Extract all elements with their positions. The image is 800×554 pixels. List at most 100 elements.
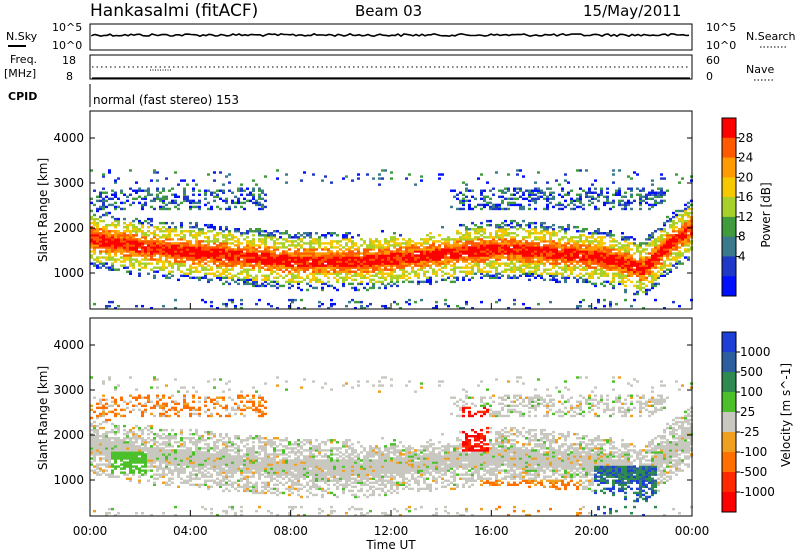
power-cell	[462, 223, 465, 227]
power-cell	[171, 246, 174, 249]
power-cell	[630, 256, 633, 259]
power-cell	[393, 274, 396, 277]
power-cell	[657, 238, 660, 241]
power-cell	[528, 189, 531, 192]
power-cell	[450, 246, 453, 249]
velocity-cell	[126, 430, 129, 434]
power-cell	[102, 234, 105, 237]
power-cell	[342, 280, 345, 284]
power-cell	[603, 298, 606, 302]
power-cell	[498, 203, 501, 207]
power-cell	[135, 181, 138, 184]
power-cell	[561, 246, 564, 249]
power-cell	[555, 232, 558, 235]
power-cell	[111, 256, 114, 259]
power-cell	[489, 276, 492, 280]
power-cell	[447, 252, 450, 255]
power-cell	[108, 236, 111, 239]
power-cell	[144, 248, 147, 251]
power-cell	[642, 262, 645, 265]
power-cell	[273, 258, 276, 261]
power-cell	[126, 240, 129, 243]
power-cell	[576, 266, 579, 269]
power-cell	[303, 171, 306, 174]
power-cell	[318, 238, 321, 241]
power-cell	[600, 262, 603, 265]
power-cell	[495, 205, 498, 209]
power-cell	[396, 256, 399, 259]
power-cell	[549, 242, 552, 245]
power-cell	[504, 191, 507, 194]
power-cell	[312, 250, 315, 253]
velocity-cell	[93, 449, 96, 452]
power-cell	[651, 264, 654, 267]
power-cell	[156, 193, 159, 196]
power-cell	[507, 173, 510, 176]
power-cell	[129, 260, 132, 263]
power-cell	[240, 193, 243, 196]
power-cell	[408, 254, 411, 257]
power-cell	[102, 262, 105, 265]
power-cell	[411, 256, 414, 259]
power-cell	[663, 306, 666, 310]
power-cell	[246, 268, 249, 271]
power-cell	[351, 179, 354, 182]
power-cell	[555, 252, 558, 255]
power-cell	[399, 252, 402, 255]
power-cell	[597, 244, 600, 247]
power-cell	[138, 250, 141, 253]
velocity-cell	[90, 404, 93, 408]
power-cell	[345, 276, 348, 280]
power-cell	[342, 236, 345, 239]
power-cell	[450, 189, 453, 192]
power-cell	[354, 248, 357, 251]
power-cell	[462, 306, 465, 310]
power-cell	[534, 252, 537, 255]
power-cell	[618, 268, 621, 271]
power-cell	[387, 246, 390, 249]
power-cell	[501, 248, 504, 251]
power-cell	[687, 242, 690, 245]
power-cell	[381, 254, 384, 257]
power-cell	[282, 258, 285, 261]
power-cell	[207, 201, 210, 205]
power-cell	[96, 207, 99, 211]
power-cell	[93, 230, 96, 233]
power-cell	[141, 246, 144, 249]
power-cell	[579, 272, 582, 275]
power-cell	[660, 266, 663, 269]
power-cell	[495, 268, 498, 271]
power-cell	[294, 244, 297, 247]
power-cell	[351, 244, 354, 247]
power-cell	[348, 270, 351, 273]
power-cell	[174, 193, 177, 196]
power-cell	[285, 238, 288, 241]
power-cell	[108, 266, 111, 269]
power-cell	[153, 197, 156, 201]
power-cell	[114, 242, 117, 245]
power-cell	[624, 254, 627, 257]
power-cell	[669, 252, 672, 255]
power-cell	[429, 244, 432, 247]
power-cell	[384, 254, 387, 257]
power-cell	[633, 260, 636, 263]
power-cell	[639, 262, 642, 265]
power-cell	[630, 236, 633, 239]
power-cell	[438, 264, 441, 267]
power-cell	[210, 246, 213, 249]
power-cell	[258, 238, 261, 241]
power-cell	[648, 236, 651, 239]
power-cell	[240, 264, 243, 267]
power-cell	[570, 254, 573, 257]
power-cell	[165, 236, 168, 239]
nave-tick-bottom: 0	[706, 70, 713, 83]
power-cell	[210, 304, 213, 308]
power-cell	[438, 268, 441, 271]
power-cell	[363, 270, 366, 273]
power-cell	[411, 246, 414, 249]
power-cell	[564, 228, 567, 231]
power-cell	[585, 228, 588, 231]
power-cell	[450, 256, 453, 259]
power-cell	[267, 274, 270, 277]
power-cell	[258, 203, 261, 207]
